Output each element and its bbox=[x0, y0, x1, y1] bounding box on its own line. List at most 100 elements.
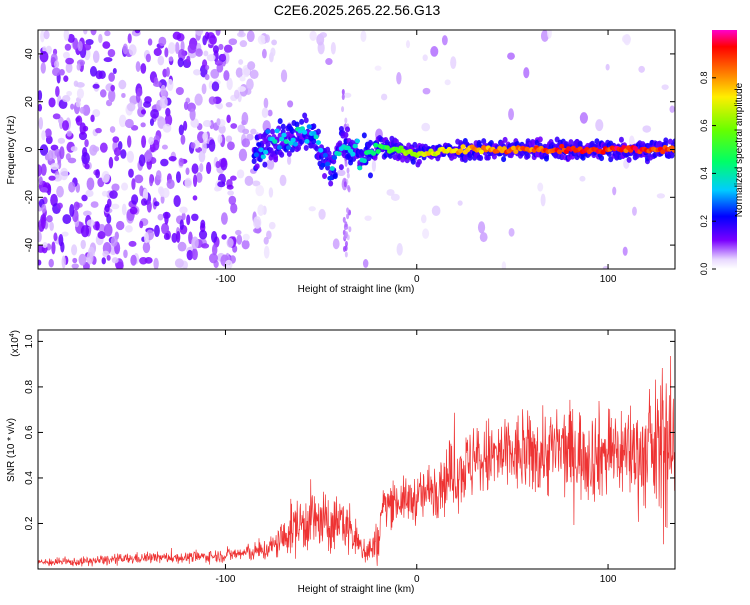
heatmap-cell bbox=[214, 60, 223, 66]
heatmap-cell bbox=[360, 150, 366, 157]
heatmap-cell bbox=[195, 30, 204, 36]
heatmap-cell bbox=[422, 228, 430, 239]
heatmap-cell bbox=[95, 127, 102, 134]
heatmap-cell bbox=[249, 69, 259, 80]
heatmap-cell bbox=[158, 36, 167, 47]
heatmap-cell bbox=[580, 154, 586, 161]
heatmap-cell bbox=[218, 124, 226, 134]
heatmap-cell bbox=[52, 113, 61, 120]
heatmap-cell bbox=[48, 175, 56, 181]
heatmap-cell bbox=[595, 119, 604, 132]
heatmap-cell bbox=[147, 38, 153, 46]
heatmap-cell bbox=[205, 65, 210, 71]
heatmap-cell bbox=[663, 137, 669, 144]
heatmap-cell bbox=[189, 108, 196, 121]
heatmap-cell bbox=[111, 183, 120, 192]
heatmap-cell bbox=[343, 92, 352, 98]
snr-frame bbox=[37, 329, 676, 570]
heatmap-cell bbox=[227, 190, 235, 196]
heatmap-cell bbox=[344, 160, 348, 167]
heatmap-cell bbox=[396, 72, 402, 85]
heatmap-cell bbox=[103, 223, 113, 237]
y-tick-label: 0.2 bbox=[24, 516, 35, 530]
heatmap-cell bbox=[281, 132, 287, 138]
heatmap-cell bbox=[108, 72, 115, 82]
heatmap-cell bbox=[214, 186, 220, 192]
heatmap-cell bbox=[313, 134, 319, 140]
heatmap-cell bbox=[299, 138, 305, 145]
heatmap-cell bbox=[81, 152, 90, 165]
snr-y-label: SNR (10 * v/v) bbox=[6, 418, 17, 482]
heatmap-cell bbox=[53, 174, 63, 182]
heatmap-cell bbox=[42, 46, 47, 53]
heatmap-cell bbox=[176, 230, 181, 243]
heatmap-cell bbox=[292, 141, 299, 147]
heatmap-cell bbox=[62, 51, 70, 59]
heatmap-cell bbox=[57, 137, 66, 144]
heatmap-cell bbox=[235, 67, 244, 78]
heatmap-cell bbox=[253, 227, 262, 234]
heatmap-cell bbox=[354, 138, 361, 144]
heatmap-cell bbox=[126, 102, 136, 112]
heatmap-cell bbox=[175, 171, 181, 184]
heatmap-cell bbox=[405, 40, 411, 49]
heatmap-cell bbox=[175, 41, 180, 54]
heatmap-cell bbox=[164, 211, 169, 225]
heatmap-cell bbox=[84, 163, 90, 170]
heatmap-cell bbox=[286, 150, 292, 157]
heatmap-cell bbox=[101, 190, 108, 197]
heatmap-cell bbox=[190, 142, 196, 149]
heatmap-cell bbox=[618, 136, 624, 143]
heatmap-cell bbox=[47, 149, 54, 162]
heatmap-cell bbox=[175, 86, 184, 96]
heatmap-cell bbox=[102, 41, 111, 49]
snr-series-line bbox=[38, 355, 675, 567]
heatmap-cell bbox=[508, 227, 515, 237]
heatmap-cell bbox=[238, 30, 244, 37]
heatmap-cell bbox=[252, 180, 261, 187]
heatmap-cell bbox=[303, 117, 309, 124]
heatmap-cell bbox=[341, 106, 345, 113]
heatmap-cell bbox=[134, 174, 144, 184]
heatmap-cell bbox=[228, 38, 238, 46]
heatmap-cell bbox=[161, 187, 170, 199]
heatmap-cell bbox=[82, 210, 92, 217]
heatmap-cell bbox=[602, 265, 610, 269]
heatmap-cell bbox=[171, 232, 178, 243]
heatmap-cell bbox=[41, 203, 47, 213]
heatmap-cell bbox=[140, 198, 148, 206]
heatmap-cell bbox=[371, 159, 377, 172]
heatmap-cell bbox=[325, 58, 333, 66]
heatmap-cell bbox=[76, 81, 85, 88]
heatmap-cell bbox=[225, 135, 233, 143]
heatmap-cell bbox=[38, 231, 42, 243]
x-tick-label: -100 bbox=[215, 274, 235, 285]
heatmap-cell bbox=[46, 215, 53, 223]
heatmap-cell bbox=[65, 153, 71, 161]
heatmap-cell bbox=[540, 30, 549, 42]
heatmap-cell bbox=[40, 216, 46, 230]
heatmap-cell bbox=[467, 154, 473, 161]
heatmap-cell bbox=[86, 219, 95, 227]
heatmap-cell bbox=[508, 108, 514, 121]
heatmap-cell bbox=[208, 96, 217, 105]
heatmap-cell bbox=[220, 157, 228, 171]
colorbar-gradient bbox=[712, 30, 737, 269]
y-tick-label: -20 bbox=[24, 190, 35, 205]
heatmap-cell bbox=[660, 149, 666, 155]
heatmap-cell bbox=[221, 234, 227, 240]
heatmap-cell bbox=[72, 257, 78, 264]
heatmap-cell bbox=[265, 159, 275, 170]
heatmap-cell bbox=[478, 154, 484, 161]
heatmap-cell bbox=[396, 243, 403, 256]
heatmap-cell bbox=[85, 189, 94, 198]
snr-y-axis: 0.2 0.4 0.6 0.8 1.0 bbox=[24, 334, 675, 530]
spectrogram-heatmap bbox=[38, 30, 675, 269]
heatmap-cell bbox=[260, 154, 266, 160]
heatmap-cell bbox=[632, 206, 637, 216]
heatmap-cell bbox=[95, 221, 100, 231]
heatmap-cell bbox=[81, 194, 88, 202]
heatmap-cell bbox=[155, 170, 162, 181]
heatmap-cell bbox=[61, 255, 66, 269]
heatmap-cell bbox=[667, 138, 673, 145]
